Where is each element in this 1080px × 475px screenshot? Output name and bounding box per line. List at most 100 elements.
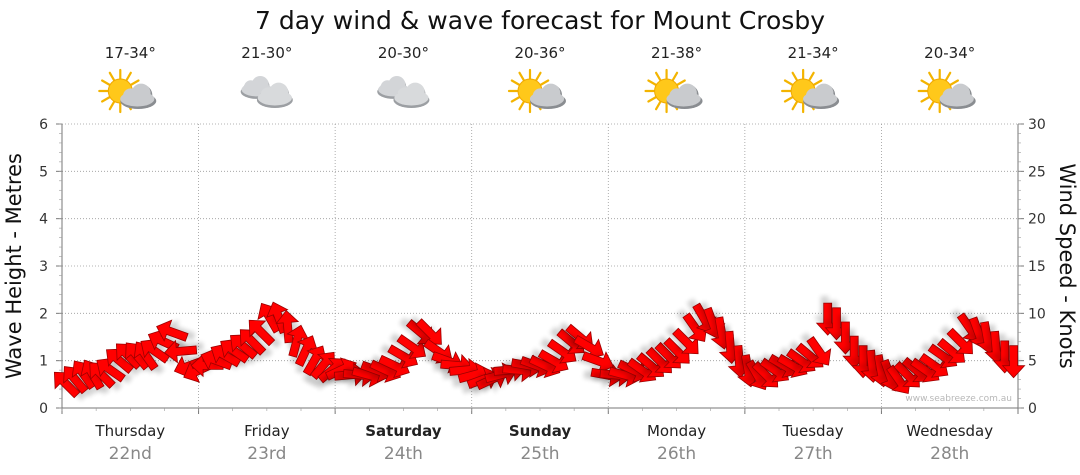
cloud-puff [131,83,151,103]
cloud-shape [120,83,155,107]
right-tick-label: 5 [1028,354,1037,370]
wind-arrow [574,351,615,374]
cloud-shape [803,83,838,107]
sun-ray [783,79,794,87]
left-tick-label: 1 [39,354,48,370]
day-date-label: 24th [384,444,423,464]
right-tick-label: 0 [1028,401,1037,417]
cloud-shape [257,82,292,106]
partly-cloudy-sun-icon [98,68,157,114]
sun-ray [920,79,931,87]
cloud-puff [405,82,425,102]
left-axis-title: Wave Height - Metres [2,153,26,379]
cloudy-icon [377,75,430,108]
sun-ray [812,79,823,87]
day-name-label: Sunday [509,422,572,440]
sun-ray [510,95,521,103]
day-name-label: Wednesday [906,422,993,440]
temperature-range: 20-36° [514,44,565,62]
temperature-range: 21-30° [241,44,292,62]
day-name-label: Thursday [94,422,165,440]
sun-ray [928,100,935,111]
right-axis: 0 5 10 15 20 25 30 [1017,117,1046,417]
day-date-label: 23rd [247,444,286,464]
cloud-puff [269,82,289,102]
day-name-label: Saturday [365,422,442,440]
temperature-range: 20-30° [378,44,429,62]
wind-arrow [156,319,196,342]
sun-ray [518,100,526,111]
day-date-label: 22nd [109,444,152,464]
day-axis: Thursday 22nd Friday 23rd Saturday 24th Sunday… [61,407,1019,464]
cloud-shape [529,83,565,107]
day-date-label: 27th [794,444,833,464]
left-tick-label: 0 [39,401,48,417]
partly-cloudy-sun-icon [644,68,703,114]
credit-text: www.seabreeze.com.au [905,394,1012,404]
partly-cloudy-sun-icon [781,68,840,114]
sun-ray [518,71,526,82]
wind-arrow-shape [1001,345,1026,379]
sun-ray [671,71,679,82]
wind-arrow-shape [156,319,189,342]
sun-rays [507,68,553,114]
sun-ray [944,71,952,82]
sun-ray [928,71,935,82]
left-tick-label: 6 [39,117,48,133]
right-tick-label: 15 [1028,259,1046,275]
sun-ray [783,95,794,103]
sun-ray [654,71,662,82]
sun-ray [100,79,111,87]
cloudy-icon [240,75,293,108]
temperature-range: 21-38° [651,44,702,62]
sun-ray [654,100,662,111]
sun-ray [125,71,132,82]
wind-arrow [800,332,832,366]
sun-ray [949,79,960,87]
temperature-range: 20-34° [924,44,975,62]
daily-forecast-row: 17-34° 21-30° 20-30° 20-36° 21-38° 21-34° 20-3… [98,44,976,114]
left-tick-label: 4 [39,212,48,228]
right-tick-label: 30 [1028,117,1046,133]
cloud-shape [939,83,974,107]
day-name-label: Friday [244,422,290,440]
right-tick-label: 10 [1028,306,1046,322]
sun-ray [510,79,521,87]
temperature-range: 21-34° [788,44,839,62]
sun-ray [647,95,658,103]
day-date-label: 26th [657,444,696,464]
sun-ray [129,79,140,87]
wind-arrow [999,338,1026,379]
wind-arrow-shape [163,339,198,364]
partly-cloudy-sun-icon [507,68,566,114]
sun-ray [108,71,116,82]
wind-arrow-series [53,296,1026,401]
day-name-label: Tuesday [782,422,844,440]
right-axis-title: Wind Speed - Knots [1055,163,1079,368]
left-tick-label: 5 [39,164,48,180]
right-tick-label: 20 [1028,212,1046,228]
left-tick-label: 2 [39,306,48,322]
wind-arrow-shape [806,336,832,366]
day-name-label: Monday [647,422,706,440]
sun-ray [108,100,116,111]
cloud-shape [666,83,701,107]
sun-ray [920,95,931,103]
left-axis: 0 1 2 3 4 5 6 [39,117,63,417]
cloud-puff [541,83,561,103]
partly-cloudy-sun-icon [917,68,976,114]
cloud-shape [394,82,429,106]
day-date-label: 25th [520,444,559,464]
sun-ray [647,79,658,87]
cloud-puff [677,83,697,103]
sun-ray [539,79,550,87]
chart-title: 7 day wind & wave forecast for Mount Cro… [255,6,825,35]
sun-ray [675,79,686,87]
sun-ray [100,95,111,103]
sun-ray [791,71,799,82]
sun-ray [791,100,799,111]
left-tick-label: 3 [39,259,48,275]
sun-ray [534,71,542,82]
sun-ray [808,71,815,82]
day-date-label: 28th [930,444,969,464]
